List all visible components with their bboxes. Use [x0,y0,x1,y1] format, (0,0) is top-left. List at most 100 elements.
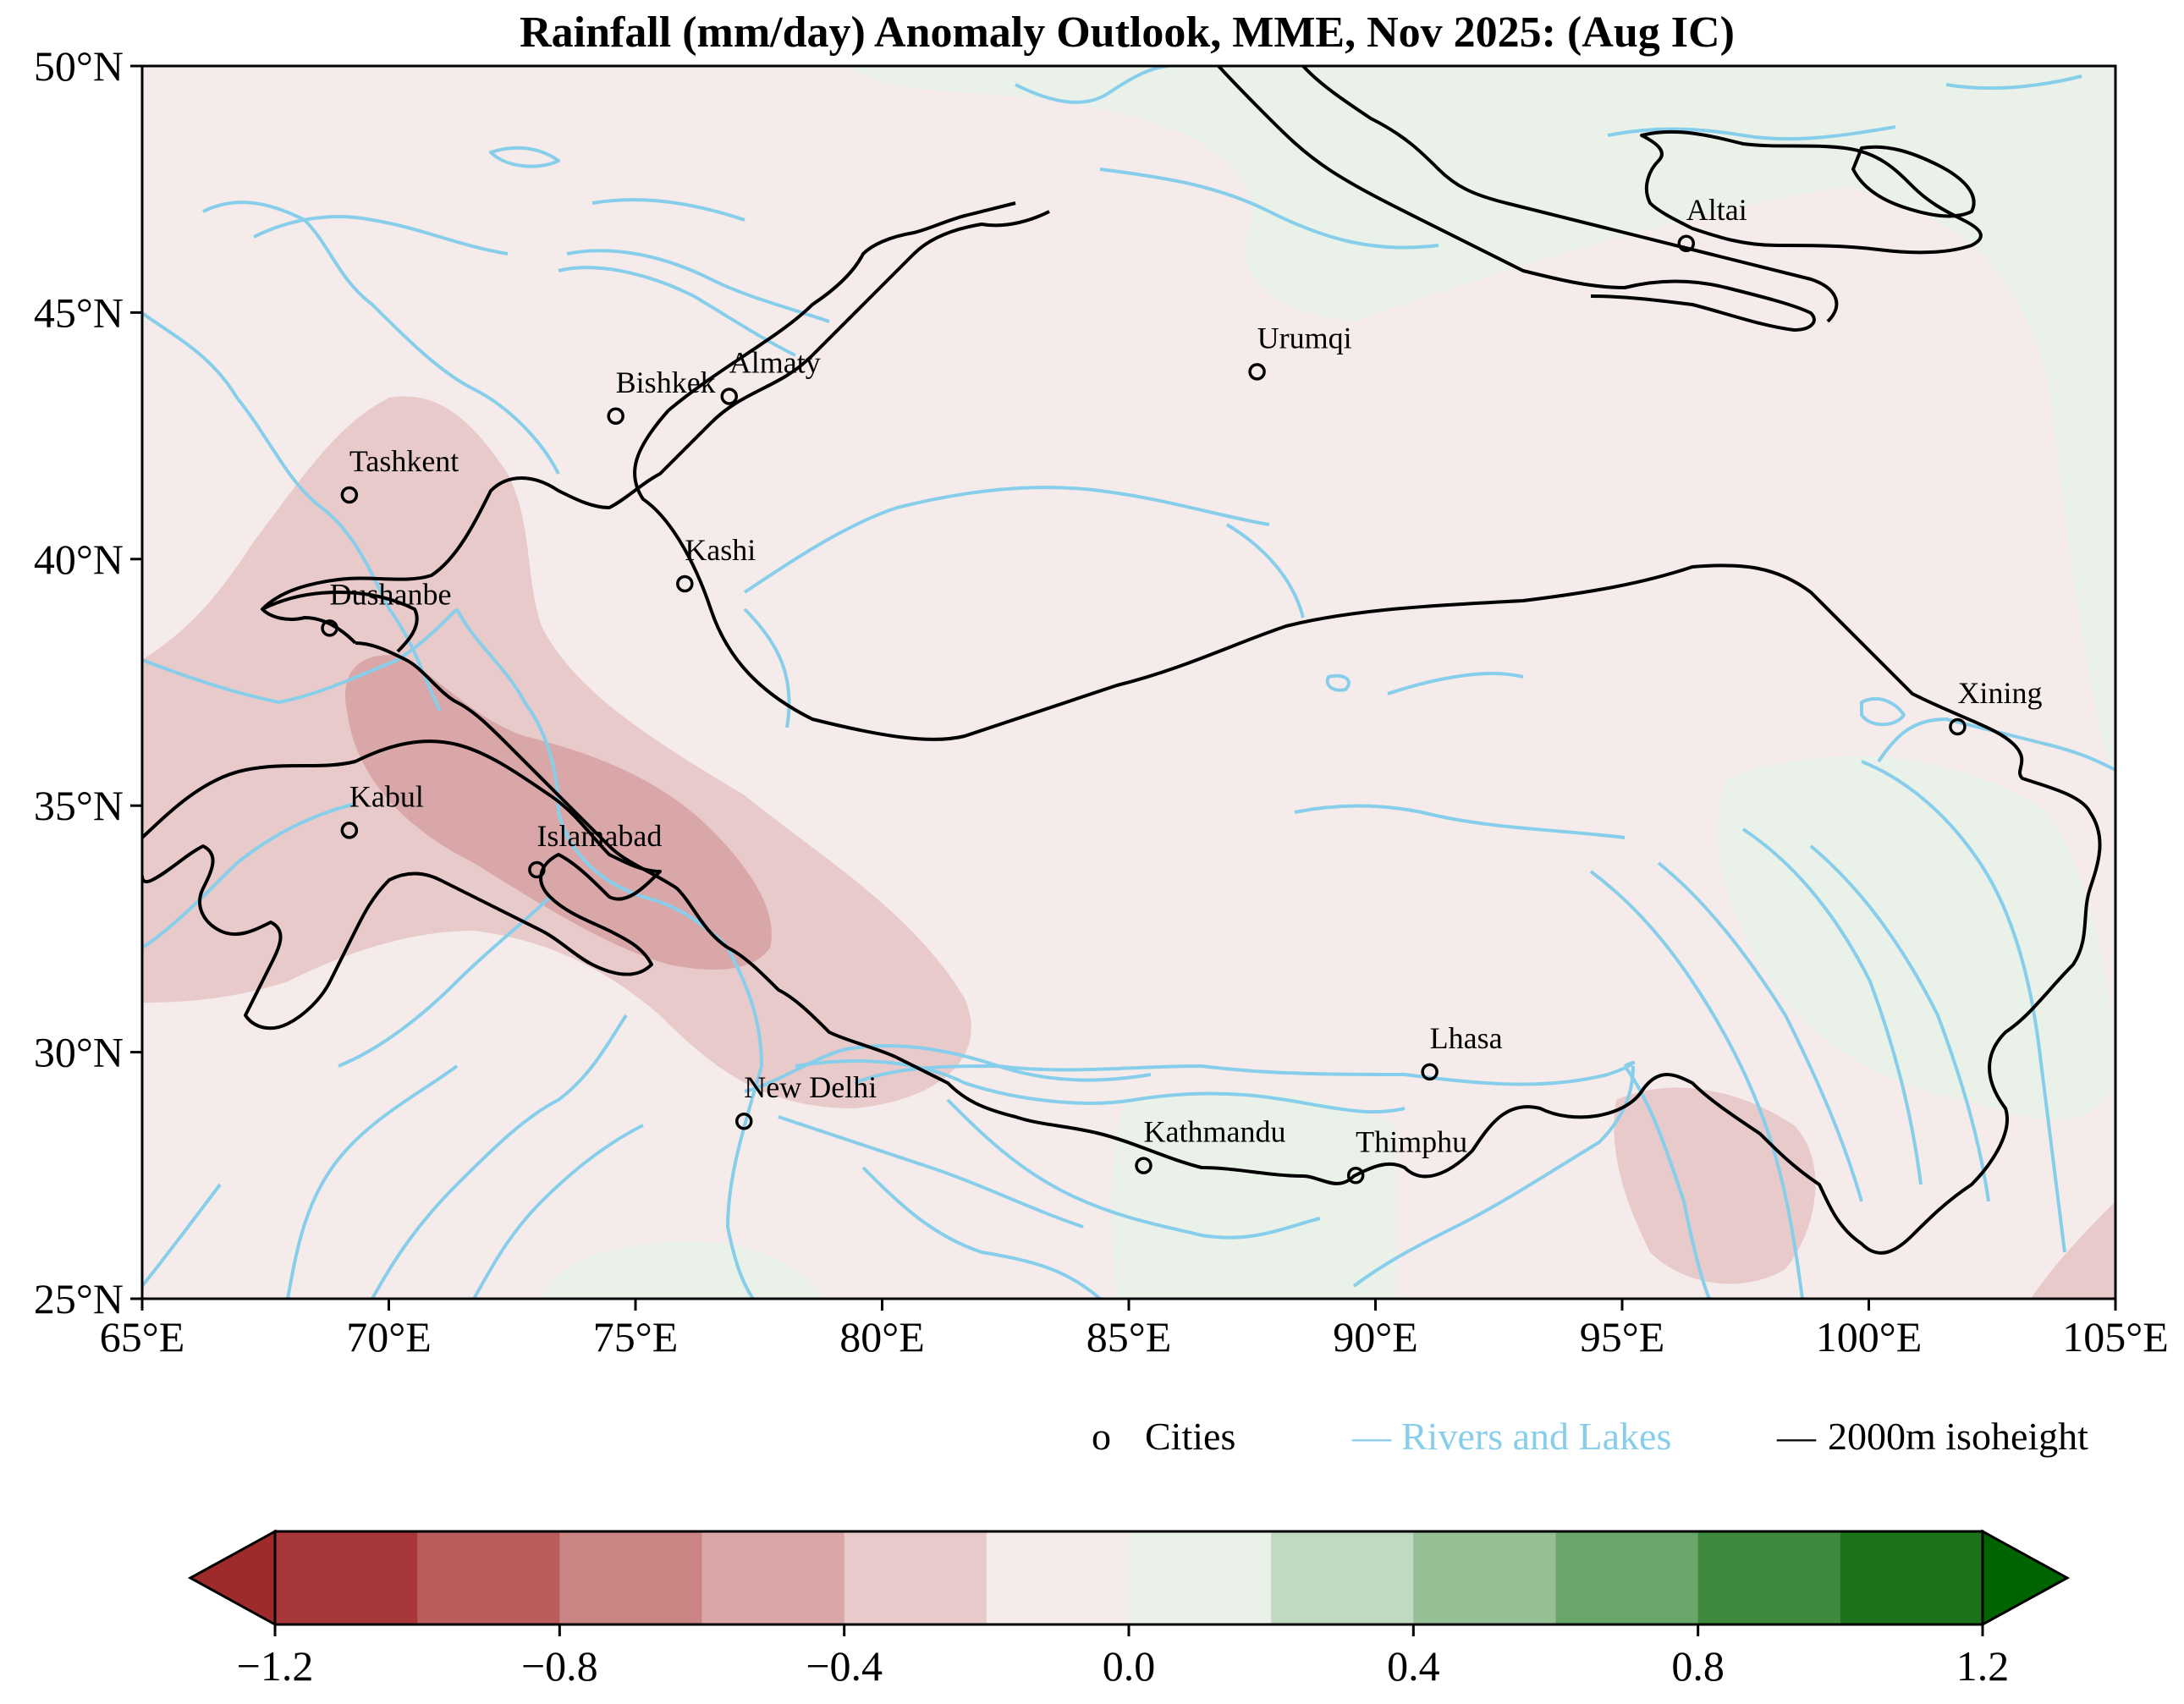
y-axis: 25°N 30°N 35°N 40°N 45°N 50°N [34,42,142,1322]
lake-outline [1860,697,1906,727]
river-segment [142,802,356,949]
isoheight-2000m-contour [142,66,2102,1255]
colorbar-under-arrow [187,1529,277,1627]
positive-anomaly-regions [542,66,2115,1299]
city-marker [340,486,359,504]
colorbar-bin [1697,1531,1841,1624]
city-marker [528,860,546,879]
city-marker [340,822,359,839]
river-segment [142,311,442,712]
colorbar-bin [559,1531,703,1624]
river-segment [744,1044,1152,1093]
river-segment [778,1115,1084,1229]
legend-isoheight-label: 2000m isoheight [1828,1415,2088,1458]
x-tick-label: 95°E [1580,1313,1665,1360]
river-segment [743,486,1270,594]
colorbar-tick-label: 0.4 [1387,1642,1440,1690]
city-label: Islamabad [536,819,662,853]
colorbar-bin [1413,1531,1557,1624]
contour-altai-range [1640,129,1983,255]
colorbar-bin [1271,1531,1414,1624]
city-label: Kashi [685,533,756,567]
city-label: New Delhi [744,1070,877,1104]
y-tick-label: 35°N [34,782,124,829]
x-tick-label: 70°E [346,1313,432,1360]
contour-north-altai [1217,66,1816,332]
river-segment [743,607,791,728]
city-marker [1135,1157,1153,1174]
rivers-and-lakes [142,66,2115,1299]
contour-hindukush [142,739,662,1031]
contour-mongolia [1301,66,1839,323]
colorbar-tick-label: −0.4 [806,1642,883,1690]
river-segment [1623,1064,1711,1299]
river-segment [1352,1065,1635,1288]
colorbar-tick-label: −0.8 [521,1642,598,1690]
river-segment [286,1064,459,1299]
legend-isoheight-marker: — [1776,1415,1817,1458]
colorbar-bin [701,1531,845,1624]
y-tick-label: 50°N [34,42,124,90]
legend-rivers-label: Rivers and Lakes [1401,1415,1671,1458]
city-marker [321,619,338,637]
x-tick-label: 105°E [2062,1313,2169,1360]
legend-cities-marker: o [1092,1415,1111,1458]
contour-dushanbe [261,591,419,653]
colorbar-bin [1555,1531,1699,1624]
x-tick-label: 100°E [1816,1313,1923,1360]
colorbar-bin [844,1531,987,1624]
river-segment [202,201,560,475]
map-legend: o Cities — Rivers and Lakes — 2000m isoh… [1092,1415,2088,1458]
y-tick-label: 25°N [34,1275,124,1322]
colorbar-bin [1840,1531,1983,1624]
colorbar-bin [1129,1531,1272,1624]
light-red-region-southeast [2031,1201,2115,1299]
river-segment [1861,760,2066,1253]
city-label: Kathmandu [1143,1115,1285,1149]
x-tick-label: 85°E [1086,1313,1172,1360]
river-segment [1589,870,1804,1299]
river-segment [854,1060,1636,1086]
x-tick-label: 80°E [839,1313,925,1360]
river-segment [1387,672,1524,695]
city-marker [1677,234,1696,253]
city-marker [1421,1063,1439,1081]
river-segment [1657,861,1863,1202]
city-label: Kabul [349,779,424,813]
green-region-east [1717,756,2115,1120]
colorbar-tick-label: 0.8 [1671,1642,1725,1690]
city-marker [1949,717,1967,736]
river-segment [1607,125,1896,141]
city-marker [1248,363,1266,381]
colorbar-bin [275,1531,418,1624]
river-segment [566,249,830,323]
lake-outline [489,146,560,168]
figure-title: Rainfall (mm/day) Anomaly Outlook, MME, … [520,8,1735,57]
river-segment [1225,523,1305,618]
river-segment [946,1098,1321,1240]
river-segment [861,1166,1102,1299]
contour-tibetan-plateau [355,409,2102,1255]
river-segment [455,608,763,1299]
river-segment [558,266,796,357]
city-marker [735,1112,753,1130]
river-segment [1741,827,1923,1185]
contour-tianshan [261,210,1050,645]
city-label: Tashkent [349,444,459,478]
contour-mongolia-east [1851,145,1976,218]
map-panel: Altai Urumqi Almaty Bishkek Tashkent Kashi Dus… [142,66,2115,1299]
city-label: Thimphu [1356,1124,1467,1158]
river-segment [1945,74,2082,91]
contour-tarim-rim [667,201,1016,412]
city-markers: Altai Urumqi Almaty Bishkek Tashkent Kashi Dus… [321,193,2042,1185]
colorbar-tick-label: −1.2 [237,1642,314,1690]
legend-cities-label: Cities [1145,1415,1235,1458]
x-axis: 65°E 70°E 75°E 80°E 85°E 90°E 95°E 100°E 105°E [100,1299,2169,1360]
colorbar-tick-label: 1.2 [1956,1642,2010,1690]
lake-outline [1325,673,1351,692]
city-marker [607,407,624,426]
city-label: Lhasa [1430,1021,1503,1055]
river-segment [253,215,509,256]
city-marker [676,574,694,593]
